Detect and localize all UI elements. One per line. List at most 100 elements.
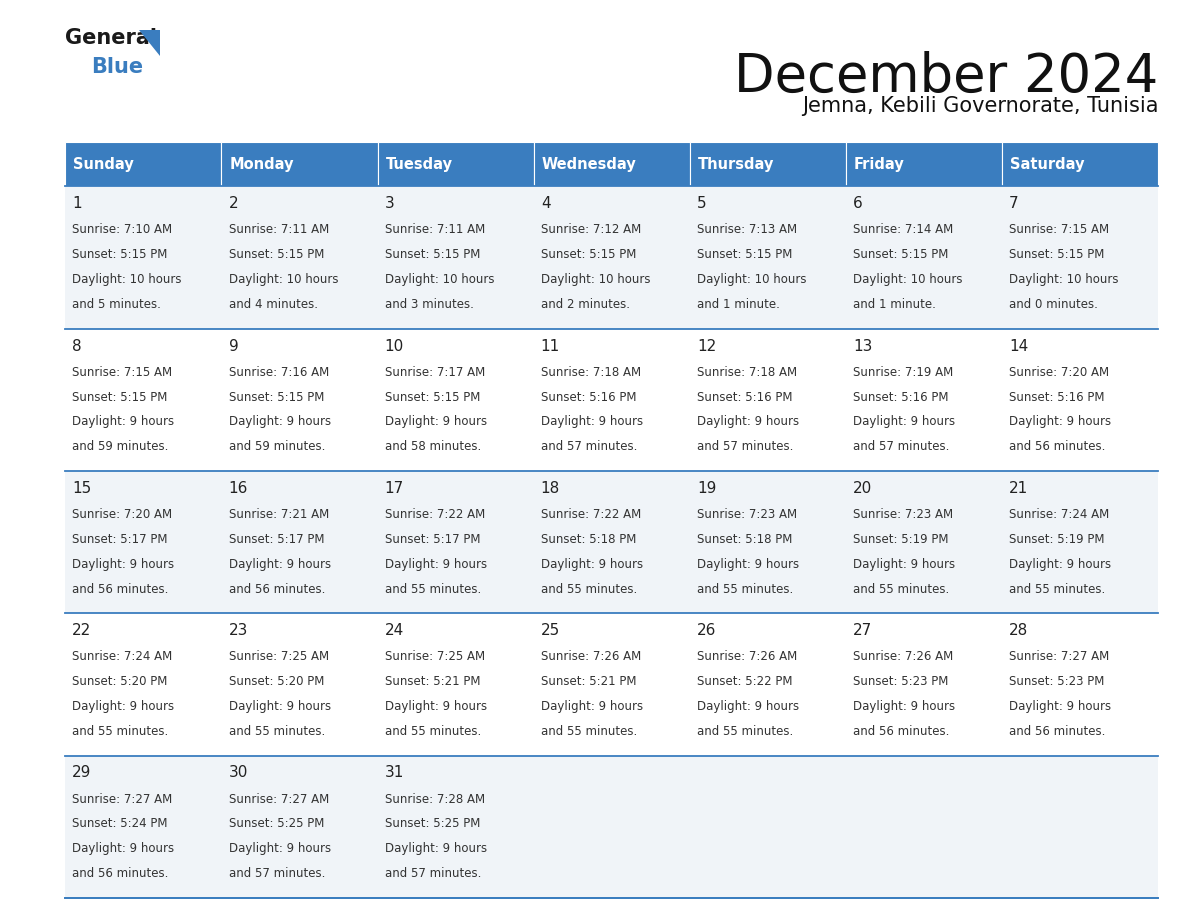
Text: 15: 15	[72, 481, 91, 496]
Text: 13: 13	[853, 339, 872, 353]
Text: and 59 minutes.: and 59 minutes.	[228, 441, 324, 453]
Text: Sunset: 5:15 PM: Sunset: 5:15 PM	[697, 248, 792, 262]
Text: 21: 21	[1009, 481, 1029, 496]
Text: Sunset: 5:16 PM: Sunset: 5:16 PM	[1009, 390, 1105, 404]
Text: Sunset: 5:16 PM: Sunset: 5:16 PM	[697, 390, 792, 404]
Text: 17: 17	[385, 481, 404, 496]
Text: Sunset: 5:18 PM: Sunset: 5:18 PM	[697, 532, 792, 546]
Text: Sunset: 5:17 PM: Sunset: 5:17 PM	[385, 532, 480, 546]
Text: and 55 minutes.: and 55 minutes.	[1009, 583, 1106, 596]
Text: Daylight: 10 hours: Daylight: 10 hours	[541, 274, 650, 286]
Text: and 4 minutes.: and 4 minutes.	[228, 298, 317, 311]
Text: and 55 minutes.: and 55 minutes.	[541, 725, 637, 738]
Text: Daylight: 10 hours: Daylight: 10 hours	[853, 274, 962, 286]
Text: and 55 minutes.: and 55 minutes.	[697, 583, 794, 596]
Text: 22: 22	[72, 623, 91, 638]
Text: and 55 minutes.: and 55 minutes.	[228, 725, 324, 738]
Text: Daylight: 9 hours: Daylight: 9 hours	[72, 843, 175, 856]
Text: Sunset: 5:21 PM: Sunset: 5:21 PM	[541, 675, 637, 688]
Text: 1: 1	[72, 196, 82, 211]
Text: 19: 19	[697, 481, 716, 496]
Text: Sunset: 5:19 PM: Sunset: 5:19 PM	[853, 532, 948, 546]
Text: 2: 2	[228, 196, 238, 211]
Text: Daylight: 10 hours: Daylight: 10 hours	[72, 274, 182, 286]
Text: Sunset: 5:15 PM: Sunset: 5:15 PM	[541, 248, 636, 262]
Text: Sunrise: 7:26 AM: Sunrise: 7:26 AM	[853, 650, 953, 663]
Bar	[65, 186, 1158, 329]
Text: Sunset: 5:17 PM: Sunset: 5:17 PM	[228, 532, 324, 546]
Text: Daylight: 10 hours: Daylight: 10 hours	[228, 274, 339, 286]
Text: Daylight: 9 hours: Daylight: 9 hours	[697, 700, 800, 713]
Text: 16: 16	[228, 481, 248, 496]
Text: Sunrise: 7:26 AM: Sunrise: 7:26 AM	[541, 650, 642, 663]
Text: Sunday: Sunday	[74, 157, 134, 172]
Text: and 57 minutes.: and 57 minutes.	[385, 868, 481, 880]
Bar	[846, 142, 1003, 186]
Text: Sunrise: 7:26 AM: Sunrise: 7:26 AM	[697, 650, 797, 663]
Text: 4: 4	[541, 196, 550, 211]
Text: Daylight: 10 hours: Daylight: 10 hours	[1009, 274, 1119, 286]
Text: Sunset: 5:18 PM: Sunset: 5:18 PM	[541, 532, 636, 546]
Text: Daylight: 9 hours: Daylight: 9 hours	[228, 416, 330, 429]
Text: and 56 minutes.: and 56 minutes.	[228, 583, 324, 596]
Text: Daylight: 9 hours: Daylight: 9 hours	[72, 416, 175, 429]
Text: Sunrise: 7:14 AM: Sunrise: 7:14 AM	[853, 223, 953, 236]
Text: and 1 minute.: and 1 minute.	[853, 298, 936, 311]
Text: Blue: Blue	[91, 57, 144, 77]
Text: 25: 25	[541, 623, 560, 638]
Text: 28: 28	[1009, 623, 1029, 638]
Text: Daylight: 9 hours: Daylight: 9 hours	[541, 558, 643, 571]
Text: Sunrise: 7:13 AM: Sunrise: 7:13 AM	[697, 223, 797, 236]
Text: Sunset: 5:15 PM: Sunset: 5:15 PM	[72, 248, 168, 262]
Text: Sunset: 5:16 PM: Sunset: 5:16 PM	[541, 390, 637, 404]
Text: Sunrise: 7:10 AM: Sunrise: 7:10 AM	[72, 223, 172, 236]
Text: Daylight: 9 hours: Daylight: 9 hours	[385, 700, 487, 713]
Text: Sunrise: 7:22 AM: Sunrise: 7:22 AM	[385, 508, 485, 521]
Text: Sunrise: 7:15 AM: Sunrise: 7:15 AM	[1009, 223, 1110, 236]
Text: Sunset: 5:17 PM: Sunset: 5:17 PM	[72, 532, 168, 546]
Text: December 2024: December 2024	[734, 50, 1158, 103]
Text: 30: 30	[228, 766, 248, 780]
Text: Sunset: 5:24 PM: Sunset: 5:24 PM	[72, 817, 168, 831]
Text: Sunset: 5:15 PM: Sunset: 5:15 PM	[228, 248, 324, 262]
Text: Sunrise: 7:24 AM: Sunrise: 7:24 AM	[72, 650, 172, 663]
Text: and 0 minutes.: and 0 minutes.	[1009, 298, 1098, 311]
Text: Tuesday: Tuesday	[385, 157, 453, 172]
Text: Sunrise: 7:27 AM: Sunrise: 7:27 AM	[228, 792, 329, 805]
Text: and 57 minutes.: and 57 minutes.	[697, 441, 794, 453]
Text: General: General	[65, 28, 157, 48]
Text: Daylight: 9 hours: Daylight: 9 hours	[541, 700, 643, 713]
Text: 18: 18	[541, 481, 560, 496]
Bar	[533, 142, 690, 186]
Text: and 56 minutes.: and 56 minutes.	[72, 868, 169, 880]
Text: Daylight: 10 hours: Daylight: 10 hours	[697, 274, 807, 286]
Text: Jemna, Kebili Governorate, Tunisia: Jemna, Kebili Governorate, Tunisia	[802, 96, 1158, 117]
Text: Daylight: 9 hours: Daylight: 9 hours	[1009, 700, 1111, 713]
Text: Sunset: 5:21 PM: Sunset: 5:21 PM	[385, 675, 480, 688]
Text: 27: 27	[853, 623, 872, 638]
Text: 10: 10	[385, 339, 404, 353]
Text: and 55 minutes.: and 55 minutes.	[853, 583, 949, 596]
Bar	[221, 142, 378, 186]
Text: Daylight: 9 hours: Daylight: 9 hours	[385, 416, 487, 429]
Text: Saturday: Saturday	[1010, 157, 1085, 172]
Text: Sunrise: 7:25 AM: Sunrise: 7:25 AM	[228, 650, 329, 663]
Text: 7: 7	[1009, 196, 1019, 211]
Text: 5: 5	[697, 196, 707, 211]
Text: and 56 minutes.: and 56 minutes.	[1009, 441, 1106, 453]
Text: Wednesday: Wednesday	[542, 157, 637, 172]
Text: and 58 minutes.: and 58 minutes.	[385, 441, 481, 453]
Text: Daylight: 9 hours: Daylight: 9 hours	[697, 558, 800, 571]
Text: 14: 14	[1009, 339, 1029, 353]
Text: Daylight: 9 hours: Daylight: 9 hours	[385, 843, 487, 856]
Text: Sunset: 5:15 PM: Sunset: 5:15 PM	[72, 390, 168, 404]
Bar	[65, 756, 1158, 898]
Text: Sunrise: 7:27 AM: Sunrise: 7:27 AM	[1009, 650, 1110, 663]
Text: Sunrise: 7:18 AM: Sunrise: 7:18 AM	[697, 365, 797, 378]
Text: Sunrise: 7:11 AM: Sunrise: 7:11 AM	[228, 223, 329, 236]
Text: Daylight: 9 hours: Daylight: 9 hours	[72, 558, 175, 571]
Text: Sunrise: 7:19 AM: Sunrise: 7:19 AM	[853, 365, 953, 378]
Text: Sunset: 5:15 PM: Sunset: 5:15 PM	[385, 248, 480, 262]
Text: 8: 8	[72, 339, 82, 353]
Text: Sunrise: 7:27 AM: Sunrise: 7:27 AM	[72, 792, 172, 805]
